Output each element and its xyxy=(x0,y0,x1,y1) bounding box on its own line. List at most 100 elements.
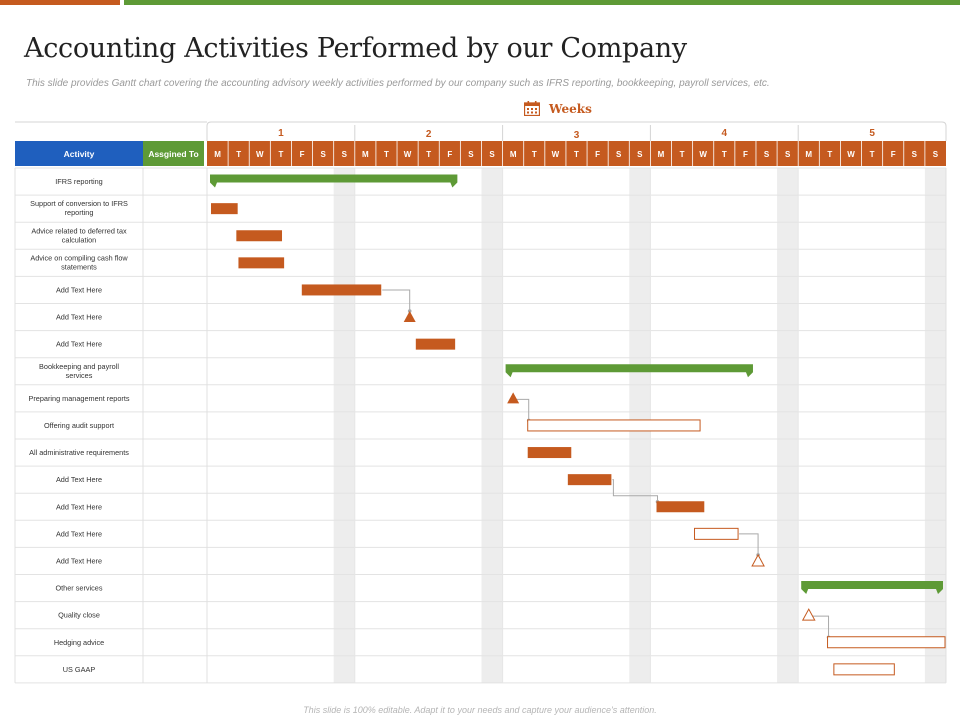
page-subtitle: This slide provides Gantt chart covering… xyxy=(26,78,770,89)
day-header-label: M xyxy=(362,150,369,159)
day-header-label: S xyxy=(912,150,918,159)
day-header-label: S xyxy=(489,150,495,159)
activity-label: Quality close xyxy=(58,611,100,620)
top-accent-bar-orange xyxy=(0,0,120,5)
day-header-label: W xyxy=(552,150,560,159)
task-bar xyxy=(301,284,382,296)
weekend-shade xyxy=(481,168,503,683)
task-bar xyxy=(415,338,456,350)
week-number-label: 2 xyxy=(426,129,432,140)
dependency-link xyxy=(612,479,659,502)
day-header-label: S xyxy=(342,150,348,159)
activity-label: Preparing management reports xyxy=(29,394,130,403)
activity-header-label: Activity xyxy=(64,149,95,159)
milestone-marker xyxy=(507,392,520,404)
activity-header-cell xyxy=(15,141,143,166)
weeks-legend: Weeks xyxy=(524,101,592,116)
activity-label: Support of conversion to IFRS xyxy=(30,199,128,208)
activity-label: Offering audit support xyxy=(44,421,114,430)
page-title: Accounting Activities Performed by our C… xyxy=(24,33,687,64)
dependency-link xyxy=(809,615,830,638)
activity-label: All administrative requirements xyxy=(29,448,129,457)
week-number-label: 5 xyxy=(869,128,875,139)
weekend-shade xyxy=(777,168,799,683)
milestone-marker-outline xyxy=(751,553,765,567)
milestone-marker-outline xyxy=(801,608,816,621)
top-accent-bar-green xyxy=(124,0,960,5)
activity-label: Add Text Here xyxy=(56,556,102,565)
task-bar-outline xyxy=(833,663,895,676)
day-header-label: T xyxy=(827,150,832,159)
activity-label: reporting xyxy=(65,208,94,217)
assigned-header-label: Assgined To xyxy=(148,149,198,159)
activity-label: Hedging advice xyxy=(54,638,104,647)
assigned-header-cell xyxy=(143,141,204,166)
activity-label: services xyxy=(66,371,93,380)
day-header-label: T xyxy=(532,150,537,159)
task-bar-outline xyxy=(827,636,946,649)
activity-label: Add Text Here xyxy=(56,285,102,294)
task-bar xyxy=(236,230,283,242)
day-header-label: S xyxy=(764,150,770,159)
days-header-band xyxy=(207,141,946,166)
weeks-label: Weeks xyxy=(549,101,592,116)
day-header-label: M xyxy=(510,150,517,159)
day-header-label: M xyxy=(805,150,812,159)
day-header-label: S xyxy=(933,150,939,159)
weekend-shade xyxy=(924,168,946,683)
task-bar xyxy=(238,257,285,269)
day-header-label: T xyxy=(680,150,685,159)
day-header-label: T xyxy=(722,150,727,159)
week-number-label: 4 xyxy=(722,128,728,139)
day-header-label: T xyxy=(278,150,283,159)
day-header-label: T xyxy=(236,150,241,159)
task-bar-outline xyxy=(527,419,701,432)
day-header-label: W xyxy=(847,150,855,159)
day-header-label: S xyxy=(616,150,622,159)
footer-note: This slide is 100% editable. Adapt it to… xyxy=(303,705,657,715)
task-bar xyxy=(656,501,705,513)
day-header-label: S xyxy=(468,150,474,159)
summary-bar xyxy=(801,581,943,595)
activity-label: US GAAP xyxy=(63,665,96,674)
activity-label: statements xyxy=(61,262,97,271)
day-header-label: W xyxy=(699,150,707,159)
activity-label: Add Text Here xyxy=(56,313,102,322)
activity-label: Add Text Here xyxy=(56,475,102,484)
activity-label: Other services xyxy=(55,584,102,593)
week-number-label: 1 xyxy=(278,128,284,139)
dependency-link xyxy=(382,289,411,312)
task-bar xyxy=(567,474,612,486)
task-bar xyxy=(527,447,572,459)
dependency-link xyxy=(739,533,759,555)
day-header-label: S xyxy=(320,150,326,159)
activity-label: IFRS reporting xyxy=(55,177,102,186)
activity-label: Bookkeeping and payroll xyxy=(39,362,119,371)
day-header-label: S xyxy=(785,150,791,159)
day-header-label: W xyxy=(256,150,264,159)
dependency-link xyxy=(514,398,530,421)
task-bar-outline xyxy=(694,527,739,540)
activity-label: calculation xyxy=(62,235,96,244)
day-header-label: F xyxy=(595,150,600,159)
weekend-shade xyxy=(333,168,355,683)
day-header-label: F xyxy=(743,150,748,159)
day-header-label: T xyxy=(384,150,389,159)
task-bar xyxy=(211,203,238,215)
day-header-label: S xyxy=(637,150,643,159)
activity-label: Add Text Here xyxy=(56,502,102,511)
day-header-label: M xyxy=(214,150,221,159)
milestone-marker xyxy=(403,311,416,323)
day-header-label: T xyxy=(870,150,875,159)
summary-bar xyxy=(210,174,458,188)
activity-label: Advice on compiling cash flow xyxy=(30,253,128,262)
day-header-label: M xyxy=(658,150,665,159)
day-header-label: W xyxy=(404,150,412,159)
day-header-label: T xyxy=(574,150,579,159)
activity-label: Add Text Here xyxy=(56,529,102,538)
calendar-icon xyxy=(524,101,540,116)
day-header-label: T xyxy=(426,150,431,159)
activity-label: Advice related to deferred tax xyxy=(31,226,127,235)
day-header-label: F xyxy=(447,150,452,159)
